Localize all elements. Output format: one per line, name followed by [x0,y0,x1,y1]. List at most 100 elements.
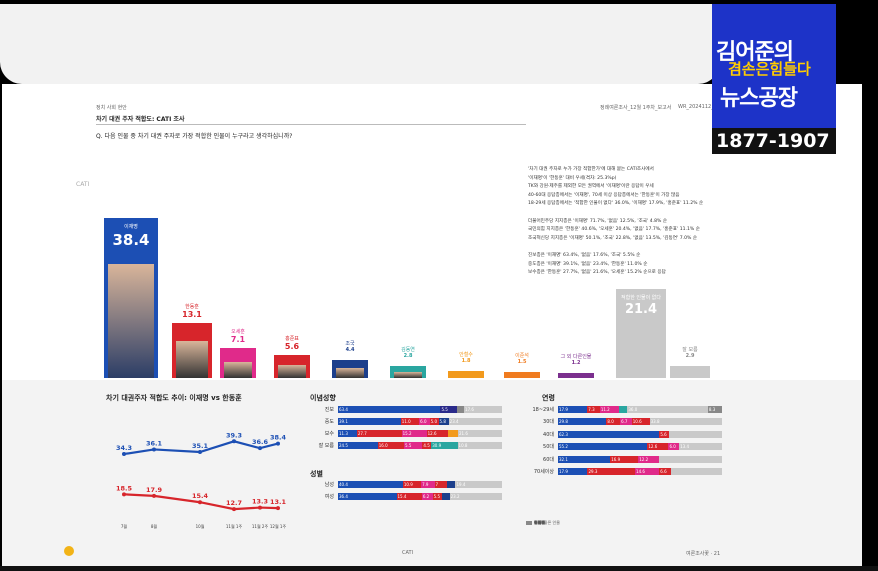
stack-segment: 36.4 [338,493,397,500]
stack-segment: 62.3 [558,430,660,438]
legend-label: 그 외 다른 인물 [534,520,560,525]
stack-row-label: 진보 [324,407,334,413]
stacked-bar: 17.9 7.3 11.2 36.0 8.3 [558,406,722,413]
stack-segment [447,430,459,437]
flower-logo-icon [64,546,74,556]
candidate-photo [224,361,252,378]
stack-segment: 12.2 [638,455,659,463]
stack-row-label: 보수 [324,431,334,437]
ars-label: ARS 벨바실 [740,162,805,176]
stack-segment: 8.3 [707,406,722,413]
stack-row-label: 남성 [324,482,334,488]
candidate-name: 잘 모름 [682,346,698,353]
stack-segment [669,430,722,438]
summary-line: 40-60대 응답층에서는 '이재명', 70세 이상 응답층에서는 '한동훈'… [528,192,680,198]
stack-segment: 12.6 [426,430,448,437]
trend-data-label: 36.6 [252,438,269,446]
stack-row-label: 50대 [543,444,554,451]
stack-segment: 5.5 [432,493,443,500]
summary-line: 진보층은 '이재명' 63.4%, '없음' 17.6%, '조국' 5.5% … [528,252,641,258]
trend-point [258,505,262,510]
stack-row-label: 40대 [543,431,554,438]
legend-label: 이재명 [534,520,546,525]
trend-series-line [123,493,279,511]
stack-segment: 6.0 [668,443,680,451]
trend-data-label: 17.9 [146,486,163,494]
trend-series-line [123,440,279,456]
stack-row-label: 70세이상 [533,469,554,475]
stack-segment: 5.8 [438,418,449,425]
trend-point [198,500,202,505]
footer-page: 여론조사꽃 · 21 [686,551,721,557]
report-slide: 정치 사회 현안 차기 대권 주자 적합도: CATI 조사 Q. 다음 인물 … [2,84,862,566]
legend-label: 안철수 [534,520,546,525]
candidate-photo [108,264,154,378]
trend-point [152,447,156,452]
stacked-bar: 40.4 10.9 7.9 7 19.4 [338,481,502,488]
stack-segment: 8.0 [606,418,621,426]
stack-segment: 15.4 [396,493,422,500]
stack-row-label: 여성 [324,494,334,500]
candidate-value: 2.8 [403,353,413,360]
summary-line: 국민의힘 지지층은 '한동훈' 40.6%, '오세훈' 20.4%, '없음'… [528,227,700,233]
candidate-value: 1.8 [461,357,471,364]
candidate-bar [670,365,710,378]
stack-segment: 17.9 [558,468,588,475]
stack-segment: 11.3 [338,430,357,437]
stack-segment: 29.3 [587,468,636,475]
stacked-bar: 62.3 5.6 [558,430,722,438]
candidate-value: 38.4 [112,231,150,249]
candidate-value: 2.9 [685,352,695,359]
stacked-bar: 36.4 15.4 6.2 5.5 23.2 [338,493,502,500]
candidate-name: 김동연 [401,347,415,354]
stack-segment: 5.5 [404,442,423,449]
trend-x-tick: 11월 1주 [226,523,243,529]
stack-segment: 23.2 [449,493,502,500]
trend-point [122,492,126,497]
stack-segment [446,481,456,488]
stack-segment: 11.0 [400,418,420,425]
legend-label: 김동연 [534,520,546,525]
candidate-bar [558,373,594,378]
report-title: 정례여론조사_12월 1주차_보고서 [600,105,672,111]
candidate-value: 13.1 [182,310,202,320]
stack-segment: 16.9 [610,455,639,463]
stack-segment: 5.0 [429,418,439,425]
stack-segment: 10.9 [402,481,422,488]
stack-segment: 23.4 [448,418,502,425]
trend-data-label: 36.1 [146,439,163,447]
trend-point [276,506,280,511]
stack-segment: 19.4 [455,481,502,488]
stack-segment [442,493,450,500]
trend-x-tick: 8월 [151,523,158,529]
stack-segment: 63.4 [338,406,441,413]
stack-segment: 13.4 [679,443,722,451]
candidate-name: 조국 [345,340,355,347]
candidate-name: 적합한 인물이 없다 [621,294,661,301]
stacked-bar: 63.4 5.5 17.6 [338,406,502,413]
legend-label: 한동훈 [534,520,546,525]
stack-segment: 36.0 [627,406,708,413]
candidate-bar [616,288,666,378]
candidate-name: 이준석 [515,352,529,359]
stack-row-label: 60대 [543,456,554,463]
trend-data-label: 15.4 [192,492,209,500]
candidate-bar [104,218,158,378]
stack-segment: 21.6 [458,430,502,437]
summary-line: '이재명'이 '한동훈' 대비 우세(격차: 25.3%p) [528,175,617,181]
stack-segment: 32.1 [558,455,611,463]
stack-segment: 33.8 [649,418,723,426]
summary-text: '차기 대권 주자로 누가 가장 적합한가'에 대해 묻는 CATI조사에서 '이… [528,166,728,278]
stack-segment: 24.5 [338,442,378,449]
stack-segment [456,406,465,413]
stack-row-label: 30대 [543,419,554,426]
trend-data-label: 18.5 [116,484,133,492]
candidate-value: 21.4 [624,301,658,317]
report-code: WR_2024112_0 [678,104,717,110]
trend-point [258,446,262,451]
stack-segment: 4.5 [422,442,432,449]
legend-swatch [526,521,532,525]
trend-line-chart: 34.3 36.1 35.1 39.3 36.638.4 18.5 17.9 15.4 12.7… [116,431,287,529]
legend-label: 조국 [534,520,542,525]
summary-line: 18-29세 응답층에서는 '적합한 인물이 없다' 36.0%, '이재명' … [528,201,704,207]
